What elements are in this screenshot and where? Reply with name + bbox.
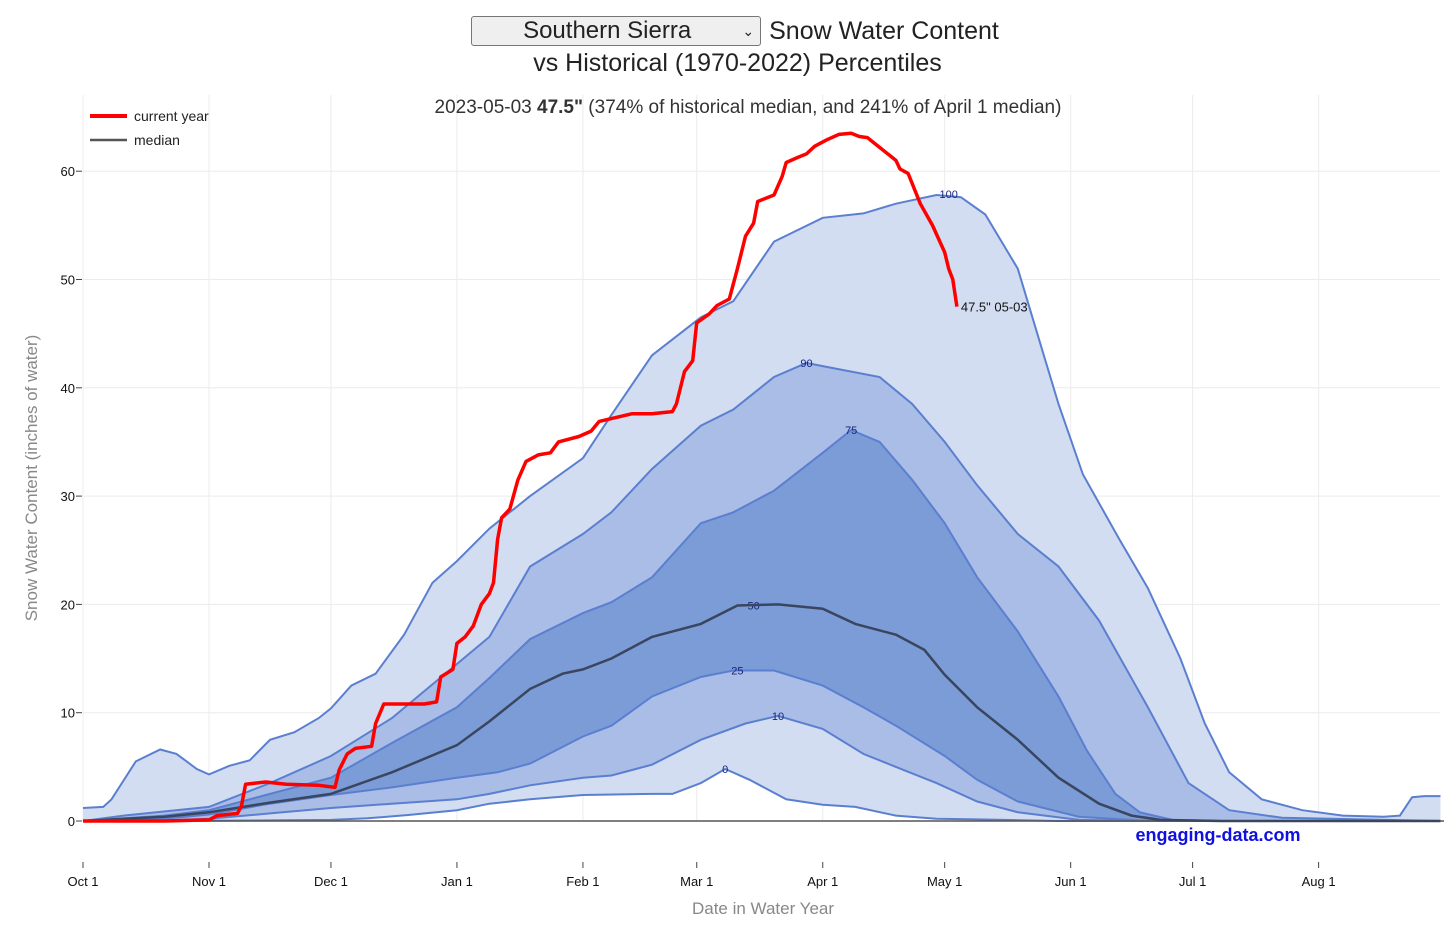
percentile-line-10 (82, 714, 1441, 822)
x-tick-label: Mar 1 (680, 874, 713, 889)
band-90-100 (83, 195, 1441, 821)
percentile-labels: 0 10 25 50 75 90 100 (722, 189, 958, 776)
band-0-10 (83, 715, 1441, 821)
x-tick-label: May 1 (927, 874, 962, 889)
percentile-label-90: 90 (800, 358, 812, 370)
median-line (82, 603, 1441, 823)
legend: current year median (90, 108, 209, 148)
current-end-label: 47.5" 05-03 (961, 300, 1028, 315)
percentile-label-0: 0 (722, 764, 728, 776)
percentile-line-75 (82, 428, 1441, 822)
y-axis-ticks: 0 10 20 30 40 50 60 (61, 164, 82, 829)
x-tick-label: Jan 1 (441, 874, 473, 889)
watermark-link[interactable]: engaging-data.com (1135, 825, 1300, 845)
x-tick-label: Nov 1 (192, 874, 226, 889)
y-tick-label: 10 (61, 706, 75, 721)
y-tick-label: 50 (61, 273, 75, 288)
x-tick-label: Jul 1 (1179, 874, 1206, 889)
percentile-label-25: 25 (731, 665, 743, 677)
x-tick-label: Oct 1 (67, 874, 98, 889)
region-dropdown-value: Southern Sierra (523, 17, 692, 44)
chart-title-line2: vs Historical (1970-2022) Percentiles (533, 49, 942, 77)
percentile-label-100: 100 (940, 189, 958, 201)
band-75-90 (83, 362, 1441, 821)
y-tick-label: 40 (61, 381, 75, 396)
y-tick-label: 20 (61, 597, 75, 612)
band-25-75 (83, 430, 1441, 821)
percentile-label-75: 75 (845, 425, 857, 437)
percentile-bands (83, 195, 1441, 821)
percentile-label-10: 10 (772, 711, 784, 723)
percentile-line-100 (82, 193, 1441, 818)
x-axis-title: Date in Water Year (692, 899, 834, 918)
chevron-down-icon: ⌄ (742, 23, 755, 39)
x-tick-label: Dec 1 (314, 874, 348, 889)
legend-current-label: current year (134, 108, 209, 124)
percentile-label-50: 50 (748, 600, 760, 612)
chart-title: Snow Water Content (769, 16, 999, 45)
x-tick-label: Apr 1 (807, 874, 838, 889)
x-axis-ticks: Oct 1 Nov 1 Dec 1 Jan 1 Feb 1 Mar 1 Apr 1 May 1… (67, 862, 1336, 889)
region-dropdown[interactable]: Southern Sierra ⌄ (471, 16, 762, 46)
x-tick-label: Feb 1 (566, 874, 599, 889)
summary-date: 2023-05-03 (435, 97, 532, 118)
current-year-line (83, 131, 959, 823)
summary-value: 47.5" (537, 97, 583, 118)
percentile-line-0 (82, 767, 1441, 822)
x-tick-label: Aug 1 (1302, 874, 1336, 889)
y-tick-label: 30 (61, 489, 75, 504)
x-tick-label: Jun 1 (1055, 874, 1087, 889)
y-axis-title: Snow Water Content (inches of water) (22, 335, 41, 622)
percentile-line-90 (82, 361, 1441, 822)
y-tick-label: 0 (68, 814, 75, 829)
y-tick-label: 60 (61, 164, 75, 179)
legend-median-label: median (134, 132, 180, 148)
chart-title-row: Southern Sierra ⌄ Snow Water Content (0, 16, 1456, 46)
current-summary: 2023-05-03 47.5" (374% of historical med… (435, 97, 1062, 118)
summary-rest: (374% of historical median, and 241% of … (588, 97, 1061, 118)
